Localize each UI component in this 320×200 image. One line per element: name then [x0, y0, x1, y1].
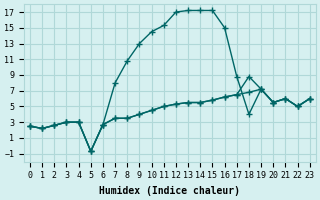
X-axis label: Humidex (Indice chaleur): Humidex (Indice chaleur): [100, 186, 240, 196]
